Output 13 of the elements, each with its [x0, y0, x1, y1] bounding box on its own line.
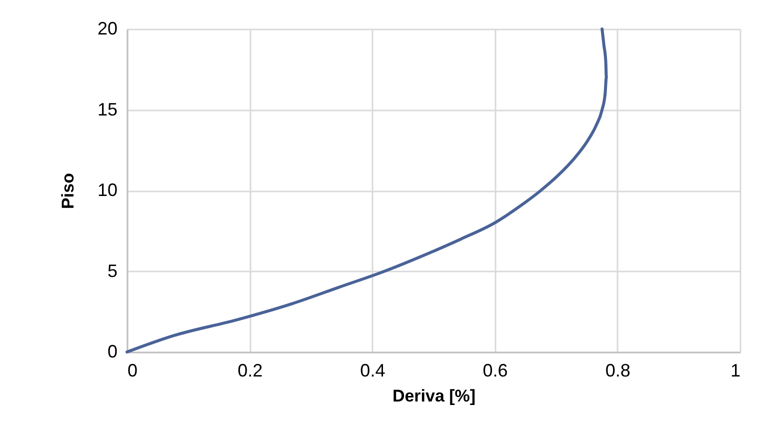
x-tick-label: 0.2: [238, 360, 263, 380]
x-tick-label: 0.8: [605, 360, 630, 380]
x-tick-label: 0.6: [482, 360, 508, 380]
x-tick-label: 1: [730, 360, 740, 380]
x-axis-title: Deriva [%]: [392, 386, 476, 406]
y-tick-label: 5: [107, 260, 118, 281]
y-tick-label: 0: [107, 342, 118, 362]
x-tick-label: 0: [128, 360, 138, 380]
x-tick-label: 0.4: [360, 360, 386, 380]
y-tick-label: 10: [97, 180, 118, 200]
y-tick-label: 15: [97, 99, 118, 120]
y-tick-label: 20: [97, 18, 118, 38]
y-axis-title: Piso: [58, 173, 78, 209]
